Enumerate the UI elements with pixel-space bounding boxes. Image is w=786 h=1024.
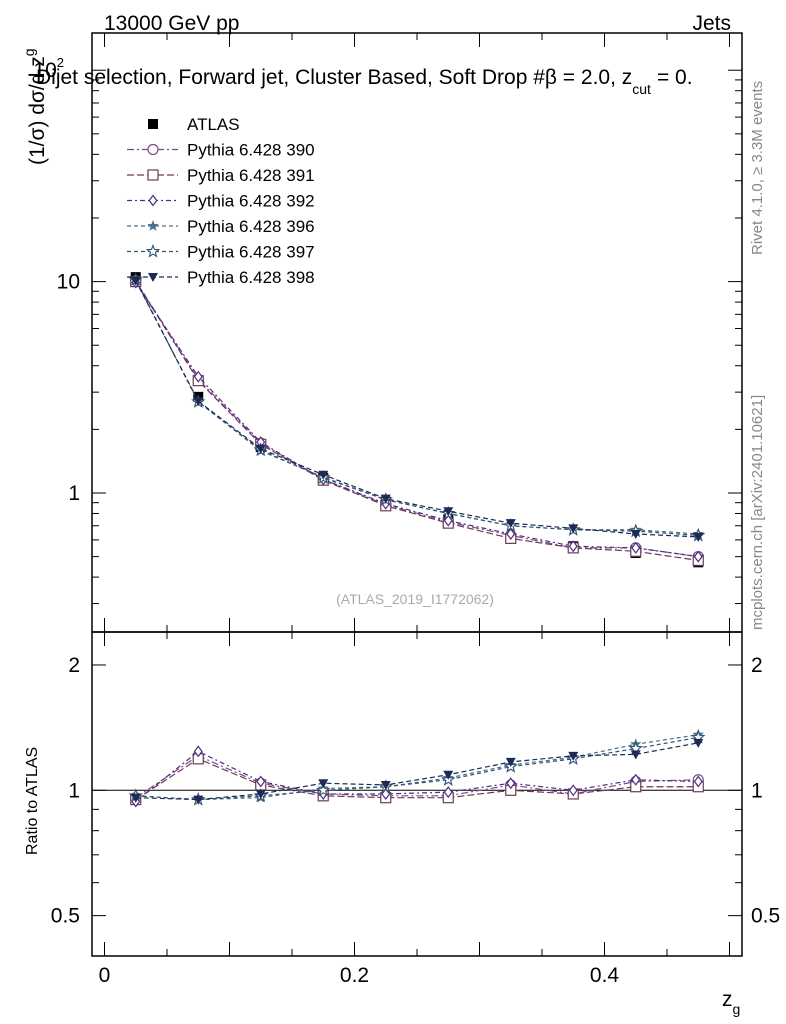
legend-marker-p397 <box>145 243 161 258</box>
energy-label: 13000 GeV pp <box>104 12 239 35</box>
ratio-point-p392 <box>631 773 641 786</box>
plot-title: Dijet selection, Forward jet, Cluster Ba… <box>36 66 693 97</box>
x-tick-label: 0.4 <box>590 964 620 987</box>
y-axis-label-bottom: Ratio to ATLAS <box>24 747 41 855</box>
point-p398 <box>630 529 641 539</box>
y-tick-label-bottom-right: 1 <box>751 779 763 802</box>
analysis-watermark: (ATLAS_2019_I1772062) <box>336 591 494 607</box>
y-tick-label-top-exp: 102 <box>33 55 64 82</box>
legend-label-p391: Pythia 6.428 391 <box>187 166 315 185</box>
category-label: Jets <box>692 12 731 35</box>
ratio-line-p392 <box>135 750 699 802</box>
x-axis-label: zg <box>722 988 740 1017</box>
y-tick-label-bottom-right: 0.5 <box>751 905 780 928</box>
x-axis-label-sub: g <box>733 1001 741 1017</box>
x-axis-label-main: z <box>722 988 733 1011</box>
axis-tick-labels: 0 0.2 0.4 1 10 102 0.5 0.5 1 1 2 2 <box>33 55 780 987</box>
ratio-point-p398 <box>193 795 204 805</box>
legend-marker-data <box>148 119 158 129</box>
ratio-panel-series <box>128 728 706 808</box>
point-p392 <box>443 514 453 527</box>
point-p392 <box>506 527 516 540</box>
ratio-point-p398 <box>255 789 266 799</box>
legend-label-p396: Pythia 6.428 396 <box>187 217 315 236</box>
ratio-point-p392 <box>506 777 516 790</box>
main-panel-series <box>128 272 706 568</box>
y-tick-label-bottom: 2 <box>68 654 80 677</box>
point-p398 <box>443 507 454 517</box>
x-tick-label: 0.2 <box>340 964 369 987</box>
point-p392 <box>631 541 641 554</box>
plot-title-sub: cut <box>632 81 651 97</box>
point-p398 <box>693 532 704 542</box>
legend-label-p390: Pythia 6.428 390 <box>187 141 315 160</box>
ratio-point-p398 <box>380 780 391 790</box>
series-line-p396 <box>135 279 699 535</box>
point-p398 <box>505 519 516 529</box>
rivet-label: Rivet 4.1.0, ≥ 3.3M events <box>749 81 766 255</box>
ratio-point-p398 <box>318 779 329 789</box>
series-line-p398 <box>135 280 699 538</box>
point-p398 <box>193 397 204 407</box>
legend: ATLAS Pythia 6.428 390 Pythia 6.428 391 Pyt… <box>127 115 315 287</box>
ratio-point-p392 <box>693 775 703 788</box>
y-axis-label-top-sub: g <box>21 48 37 56</box>
ratio-point-p392 <box>568 784 578 797</box>
point-p392 <box>568 540 578 553</box>
legend-marker-p396 <box>147 220 159 231</box>
ratio-line-p390 <box>135 755 699 799</box>
ratio-point-p398 <box>505 757 516 767</box>
y-tick-label-top: 1 <box>68 482 80 505</box>
legend-marker-p398 <box>148 273 158 282</box>
series-line-p397 <box>135 279 699 537</box>
ratio-point-p398 <box>630 750 641 760</box>
ratio-point-p398 <box>130 793 141 803</box>
point-p398 <box>380 494 391 504</box>
legend-label-data: ATLAS <box>187 115 240 134</box>
legend-marker-p392 <box>148 194 158 207</box>
x-tick-label: 0 <box>99 964 111 987</box>
mcplots-label: mcplots.cern.ch [arXiv:2401.10621] <box>749 395 766 630</box>
ratio-point-p392 <box>193 745 203 758</box>
ratio-line-p398 <box>135 742 699 801</box>
bottom-panel-frame <box>91 631 743 957</box>
point-p398 <box>255 444 266 454</box>
y-axis-label-top: (1/σ) dσ/d zg <box>21 48 49 165</box>
ratio-point-p392 <box>256 775 266 788</box>
y-tick-label-bottom: 0.5 <box>51 905 80 928</box>
ratio-point-p398 <box>443 770 454 780</box>
y-axis-label-top-main: (1/σ) dσ/d z <box>26 56 49 165</box>
legend-label-p392: Pythia 6.428 392 <box>187 192 315 211</box>
point-p398 <box>568 524 579 534</box>
legend-marker-p391 <box>147 169 159 181</box>
y-tick-label-top: 10 <box>57 271 80 294</box>
plot-title-main: Dijet selection, Forward jet, Cluster Ba… <box>36 66 632 89</box>
point-p392 <box>193 370 203 383</box>
series-line-p390 <box>135 280 699 558</box>
legend-label-p397: Pythia 6.428 397 <box>187 243 315 262</box>
ratio-point-p392 <box>381 787 391 800</box>
series-line-p392 <box>135 282 699 558</box>
ratio-point-p392 <box>443 786 453 799</box>
y-tick-label-bottom: 1 <box>68 779 80 802</box>
ratio-point-p397 <box>316 782 331 797</box>
point-p392 <box>693 550 703 563</box>
ratio-line-p396 <box>135 734 699 801</box>
legend-label-p398: Pythia 6.428 398 <box>187 268 315 287</box>
plot-title-tail: = 0. <box>657 66 693 89</box>
legend-marker-p390 <box>147 143 159 156</box>
ratio-point-p398 <box>693 738 704 748</box>
y-tick-label-bottom-right: 2 <box>751 654 763 677</box>
point-p398 <box>318 470 329 480</box>
ratio-line-p391 <box>135 758 699 801</box>
series-line-p391 <box>135 281 699 561</box>
ratio-line-p397 <box>135 736 699 801</box>
ratio-point-p398 <box>568 751 579 761</box>
point-p398 <box>130 276 141 286</box>
